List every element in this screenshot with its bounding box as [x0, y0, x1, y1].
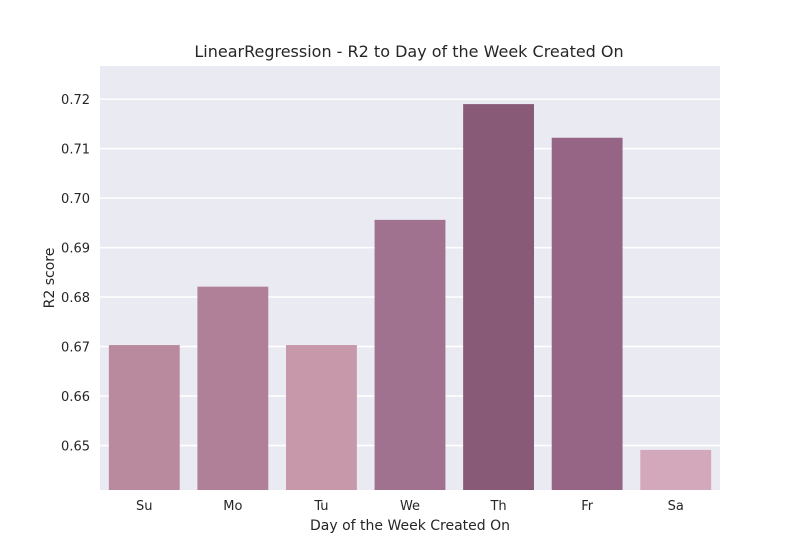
x-tick-label: Th	[489, 499, 506, 514]
x-tick-labels: Su Mo Tu We Th Fr Sa	[136, 499, 684, 514]
bar-su	[108, 345, 180, 490]
x-tick-label: We	[400, 499, 420, 514]
y-axis-label: R2 score	[42, 248, 58, 309]
bar-we	[374, 219, 446, 490]
y-tick-labels: 0.65 0.66 0.67 0.68 0.69 0.70 0.71 0.72	[61, 93, 90, 454]
y-tick-label: 0.68	[61, 291, 90, 306]
y-tick-label: 0.70	[61, 192, 90, 207]
x-tick-label: Fr	[581, 499, 594, 514]
y-tick-label: 0.69	[61, 242, 90, 257]
y-tick-label: 0.65	[61, 439, 90, 454]
x-axis-label: Day of the Week Created On	[310, 518, 510, 534]
y-tick-label: 0.67	[61, 341, 90, 356]
bar-th	[463, 104, 534, 491]
y-tick-label: 0.72	[61, 93, 90, 108]
bars	[108, 104, 712, 491]
x-tick-label: Tu	[313, 499, 328, 514]
x-tick-label: Su	[136, 499, 153, 514]
bar-mo	[197, 286, 269, 490]
y-tick-label: 0.71	[61, 143, 90, 158]
x-tick-label: Mo	[223, 499, 242, 514]
bar-tu	[286, 345, 357, 490]
x-tick-label: Sa	[668, 499, 684, 514]
bar-fr	[551, 137, 623, 490]
chart-title: LinearRegression - R2 to Day of the Week…	[194, 42, 623, 61]
bar-sa	[640, 449, 712, 490]
y-tick-label: 0.66	[61, 390, 90, 405]
